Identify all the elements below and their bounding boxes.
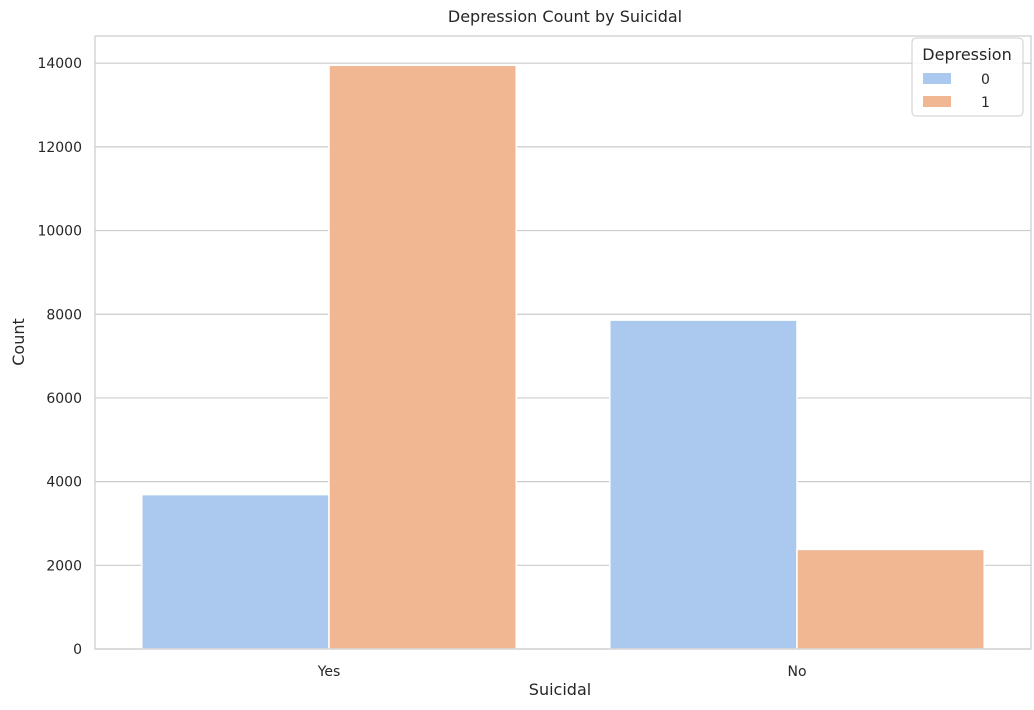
legend-swatch-1 xyxy=(923,96,951,107)
x-tick-labels: Yes No xyxy=(317,664,807,680)
y-tick-label: 8000 xyxy=(46,307,82,323)
bar-no-depression-1 xyxy=(796,548,985,650)
y-tick-label: 12000 xyxy=(37,140,82,156)
legend: Depression 01 xyxy=(911,37,1024,117)
bars xyxy=(141,64,985,650)
legend-label-0: 0 xyxy=(981,72,990,88)
bar-no-depression-0 xyxy=(609,319,798,650)
y-tick-label: 10000 xyxy=(37,224,82,240)
bar-yes-depression-0 xyxy=(141,493,330,650)
bar-yes-depression-1 xyxy=(328,64,517,650)
legend-swatch-0 xyxy=(923,73,951,84)
y-tick-label: 6000 xyxy=(46,391,82,407)
legend-label-1: 1 xyxy=(981,95,990,111)
y-tick-label: 0 xyxy=(73,642,82,658)
y-tick-label: 14000 xyxy=(37,56,82,72)
legend-title: Depression xyxy=(922,45,1011,64)
x-tick-label: Yes xyxy=(317,664,341,680)
x-tick-label: No xyxy=(787,664,806,680)
legend-items: 01 xyxy=(923,72,990,111)
y-axis-label: Count xyxy=(9,318,28,366)
y-tick-label: 2000 xyxy=(46,558,82,574)
x-axis-label: Suicidal xyxy=(529,680,591,699)
plot-frame xyxy=(94,35,1032,650)
y-tick-label: 4000 xyxy=(46,475,82,491)
y-tick-labels: 0 2000 4000 6000 8000 10000 12000 14000 xyxy=(37,56,82,658)
chart-title: Depression Count by Suicidal xyxy=(448,7,682,26)
